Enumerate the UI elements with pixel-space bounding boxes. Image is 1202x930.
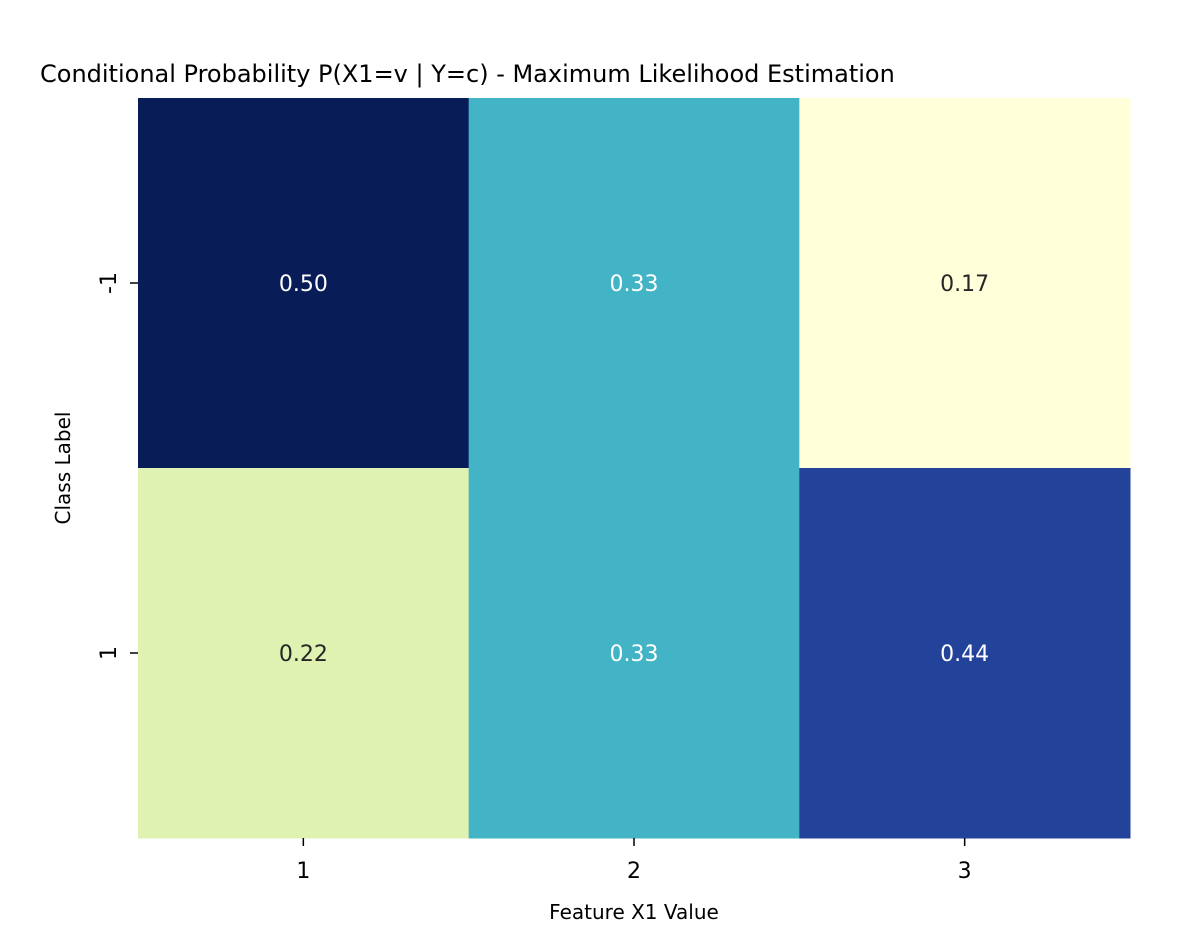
heatmap-annotations: 0.50 0.33 0.17 0.22 0.33 0.44 xyxy=(279,272,989,667)
heatmap-cell-1-2 xyxy=(468,468,800,839)
cell-value-label: 0.17 xyxy=(940,272,989,297)
y-axis-ticks: -1 1 xyxy=(97,272,138,660)
y-axis-label: Class Label xyxy=(51,412,75,525)
cell-value-label: 0.50 xyxy=(279,272,328,297)
x-tick-label: 2 xyxy=(627,859,641,884)
heatmap-cell--1-1 xyxy=(138,98,470,469)
y-tick-label: -1 xyxy=(97,272,122,294)
cell-value-label: 0.22 xyxy=(279,642,328,667)
heatmap-cell--1-3 xyxy=(799,98,1131,469)
cell-value-label: 0.33 xyxy=(610,642,659,667)
cell-value-label: 0.33 xyxy=(610,272,659,297)
x-axis-label: Feature X1 Value xyxy=(549,900,719,924)
chart-title: Conditional Probability P(X1=v | Y=c) - … xyxy=(40,60,895,88)
x-tick-label: 3 xyxy=(958,859,972,884)
heatmap-cell-1-3 xyxy=(799,468,1131,839)
x-tick-label: 1 xyxy=(296,859,310,884)
heatmap-cell--1-2 xyxy=(468,98,800,469)
y-tick-label: 1 xyxy=(97,646,122,660)
heatmap-cells xyxy=(138,98,1131,839)
heatmap-cell-1-1 xyxy=(138,468,470,839)
cell-value-label: 0.44 xyxy=(940,642,989,667)
x-axis-ticks: 1 2 3 xyxy=(296,838,972,884)
